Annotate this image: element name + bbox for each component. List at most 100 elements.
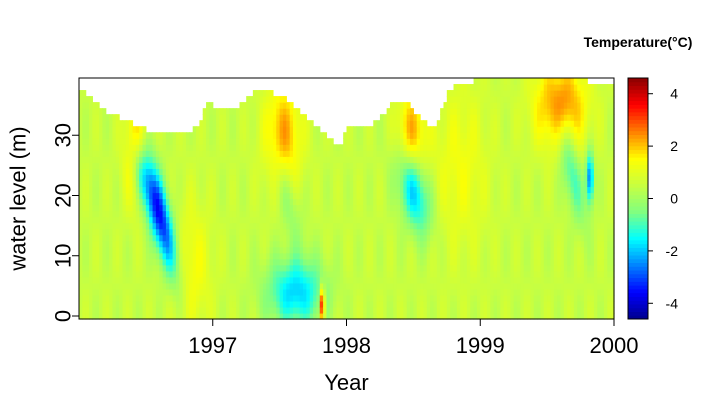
heatmap-cell	[189, 174, 194, 182]
heatmap-cell	[547, 204, 552, 212]
heatmap-cell	[296, 282, 301, 290]
heatmap-cell	[416, 120, 421, 127]
heatmap-cell	[500, 132, 505, 139]
heatmap-cell	[369, 150, 374, 157]
heatmap-cell	[192, 126, 197, 133]
heatmap-cell	[269, 144, 274, 151]
heatmap-cell	[410, 270, 414, 278]
heatmap-cell	[162, 282, 167, 290]
heatmap-cell	[279, 168, 284, 176]
heatmap-cell	[353, 258, 358, 266]
heatmap-cell	[249, 204, 254, 212]
heatmap-cell	[135, 216, 140, 224]
heatmap-cell	[393, 156, 398, 163]
heatmap-cell	[165, 228, 170, 236]
heatmap-cell	[346, 138, 351, 145]
heatmap-cell	[490, 144, 495, 151]
heatmap-cell	[503, 90, 508, 97]
heatmap-cell	[249, 234, 254, 242]
heatmap-cell	[105, 258, 110, 266]
heatmap-cell	[460, 204, 465, 212]
heatmap-cell	[359, 294, 364, 302]
heatmap-cell	[279, 240, 284, 248]
heatmap-cell	[196, 270, 200, 278]
heatmap-cell	[470, 234, 475, 242]
heatmap-cell	[152, 132, 157, 139]
heatmap-cell	[139, 228, 144, 236]
heatmap-cell	[105, 252, 110, 260]
heatmap-cell	[366, 198, 371, 206]
heatmap-cell	[202, 180, 207, 188]
heatmap-cell	[373, 120, 378, 127]
heatmap-cell	[139, 222, 144, 230]
heatmap-cell	[296, 186, 301, 194]
heatmap-cell	[480, 276, 485, 284]
heatmap-cell	[259, 216, 264, 224]
heatmap-cell	[483, 270, 488, 278]
heatmap-cell	[463, 180, 468, 188]
heatmap-cell	[420, 204, 424, 212]
heatmap-cell	[82, 144, 87, 151]
heatmap-cell	[533, 294, 538, 302]
heatmap-cell	[523, 90, 528, 97]
heatmap-cell	[139, 300, 144, 308]
heatmap-cell	[229, 120, 234, 127]
heatmap-cell	[199, 252, 204, 260]
heatmap-cell	[242, 264, 247, 272]
heatmap-cell	[299, 300, 304, 308]
heatmap-cell	[517, 114, 521, 121]
heatmap-cell	[115, 312, 120, 320]
heatmap-cell	[236, 126, 241, 133]
heatmap-cell	[132, 144, 137, 151]
heatmap-cell	[379, 312, 384, 320]
heatmap-cell	[179, 216, 184, 224]
heatmap-cell	[309, 228, 314, 236]
heatmap-cell	[433, 306, 438, 314]
heatmap-cell	[520, 246, 525, 254]
heatmap-cell	[222, 180, 227, 188]
heatmap-cell	[426, 282, 431, 290]
heatmap-cell	[416, 234, 421, 242]
heatmap-cell	[95, 312, 100, 320]
heatmap-cell	[343, 240, 348, 248]
heatmap-cell	[426, 138, 431, 145]
heatmap-cell	[149, 162, 154, 169]
heatmap-cell	[246, 192, 251, 200]
heatmap-cell	[82, 246, 87, 254]
heatmap-cell	[189, 300, 194, 308]
heatmap-cell	[386, 108, 391, 115]
heatmap-cell	[520, 174, 525, 182]
heatmap-cell	[443, 210, 448, 218]
heatmap-cell	[406, 162, 411, 169]
heatmap-cell	[222, 168, 227, 176]
heatmap-cell	[410, 312, 414, 320]
heatmap-cell	[219, 306, 224, 314]
heatmap-cell	[209, 252, 214, 260]
heatmap-cell	[339, 210, 344, 218]
heatmap-cell	[279, 180, 284, 188]
heatmap-cell	[373, 192, 378, 200]
heatmap-cell	[202, 138, 207, 145]
heatmap-cell	[470, 246, 475, 254]
heatmap-cell	[182, 276, 187, 284]
heatmap-cell	[486, 240, 491, 248]
heatmap-cell	[443, 180, 448, 188]
heatmap-cell	[446, 306, 451, 314]
heatmap-cell	[209, 246, 214, 254]
heatmap-cell	[303, 282, 307, 290]
heatmap-cell	[349, 270, 354, 278]
heatmap-cell	[85, 96, 90, 103]
heatmap-cell	[386, 120, 391, 127]
heatmap-cell	[189, 306, 194, 314]
heatmap-cell	[109, 120, 114, 127]
heatmap-cell	[119, 138, 124, 145]
heatmap-cell	[359, 252, 364, 260]
heatmap-cell	[366, 126, 371, 133]
heatmap-cell	[289, 216, 294, 224]
heatmap-cell	[376, 276, 381, 284]
heatmap-cell	[276, 294, 281, 302]
heatmap-cell	[413, 294, 418, 302]
heatmap-cell	[206, 108, 210, 115]
heatmap-cell	[246, 150, 251, 157]
heatmap-cell	[165, 156, 170, 163]
